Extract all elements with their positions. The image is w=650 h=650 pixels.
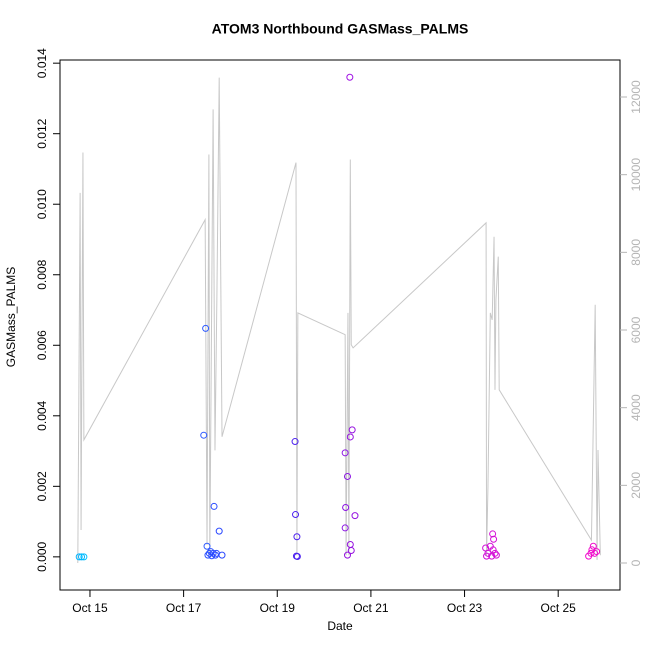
data-point: [203, 542, 211, 550]
x-tick-label: Oct 25: [541, 601, 577, 615]
y2-tick-label: 6000: [629, 316, 643, 343]
data-point: [589, 542, 597, 550]
data-point: [591, 549, 599, 557]
data-point: [293, 533, 301, 541]
data-point: [593, 548, 601, 556]
x-axis-label: Date: [327, 619, 353, 633]
y2-tick-label: 12000: [629, 80, 643, 114]
y-tick-label: 0.004: [35, 400, 49, 430]
data-point: [342, 503, 350, 511]
x-tick-label: Oct 17: [166, 601, 202, 615]
y2-tick-label: 2000: [629, 472, 643, 499]
data-point: [218, 551, 226, 559]
chart-title: ATOM3 Northbound GASMass_PALMS: [212, 21, 469, 37]
data-point: [489, 546, 497, 554]
data-point: [492, 551, 500, 559]
data-point: [341, 449, 349, 457]
y2-tick-label: 0: [629, 559, 643, 566]
data-point: [490, 535, 498, 543]
y-axis-label: GASMass_PALMS: [4, 267, 18, 367]
data-point: [291, 438, 299, 446]
y-tick-label: 0.000: [35, 542, 49, 572]
data-point: [292, 511, 300, 519]
data-line: [77, 77, 601, 564]
data-point: [343, 472, 351, 480]
x-tick-label: Oct 23: [447, 601, 483, 615]
x-tick-label: Oct 21: [353, 601, 389, 615]
data-point: [75, 553, 83, 561]
data-point: [489, 530, 497, 538]
data-point: [346, 73, 354, 81]
data-point: [488, 552, 496, 560]
data-point: [80, 553, 88, 561]
data-point: [200, 431, 208, 439]
y-tick-label: 0.008: [35, 259, 49, 289]
x-tick-label: Oct 15: [72, 601, 108, 615]
plot-frame: [59, 59, 621, 591]
y-tick-label: 0.002: [35, 471, 49, 501]
y-tick-label: 0.012: [35, 118, 49, 148]
data-point: [347, 547, 355, 555]
y-tick-label: 0.010: [35, 189, 49, 219]
data-point: [343, 551, 351, 559]
data-point: [348, 426, 356, 434]
y2-tick-label: 8000: [629, 239, 643, 266]
data-point: [351, 512, 359, 520]
x-tick-label: Oct 19: [260, 601, 296, 615]
data-point: [210, 502, 218, 510]
y-tick-label: 0.006: [35, 330, 49, 360]
data-point: [202, 324, 210, 332]
data-point: [293, 553, 301, 561]
y2-tick-label: 10000: [629, 158, 643, 192]
data-point: [341, 524, 349, 532]
data-point: [78, 553, 86, 561]
y2-tick-label: 4000: [629, 394, 643, 421]
data-point: [215, 527, 223, 535]
data-point: [346, 433, 354, 441]
y-tick-label: 0.014: [35, 48, 49, 78]
